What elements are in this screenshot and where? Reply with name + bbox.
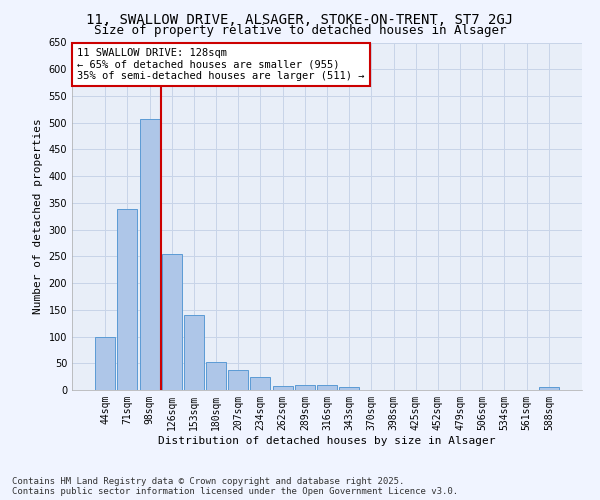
X-axis label: Distribution of detached houses by size in Alsager: Distribution of detached houses by size … bbox=[158, 436, 496, 446]
Bar bbox=[228, 370, 248, 390]
Bar bbox=[539, 388, 559, 390]
Text: 11, SWALLOW DRIVE, ALSAGER, STOKE-ON-TRENT, ST7 2GJ: 11, SWALLOW DRIVE, ALSAGER, STOKE-ON-TRE… bbox=[86, 12, 514, 26]
Text: Contains HM Land Registry data © Crown copyright and database right 2025.
Contai: Contains HM Land Registry data © Crown c… bbox=[12, 476, 458, 496]
Bar bbox=[206, 362, 226, 390]
Bar bbox=[118, 210, 137, 390]
Bar bbox=[250, 376, 271, 390]
Y-axis label: Number of detached properties: Number of detached properties bbox=[33, 118, 43, 314]
Bar bbox=[95, 336, 115, 390]
Bar bbox=[317, 384, 337, 390]
Bar bbox=[339, 387, 359, 390]
Bar bbox=[295, 384, 315, 390]
Bar bbox=[140, 119, 160, 390]
Bar bbox=[162, 254, 182, 390]
Text: Size of property relative to detached houses in Alsager: Size of property relative to detached ho… bbox=[94, 24, 506, 37]
Bar bbox=[184, 315, 204, 390]
Bar bbox=[272, 386, 293, 390]
Text: 11 SWALLOW DRIVE: 128sqm
← 65% of detached houses are smaller (955)
35% of semi-: 11 SWALLOW DRIVE: 128sqm ← 65% of detach… bbox=[77, 48, 365, 81]
